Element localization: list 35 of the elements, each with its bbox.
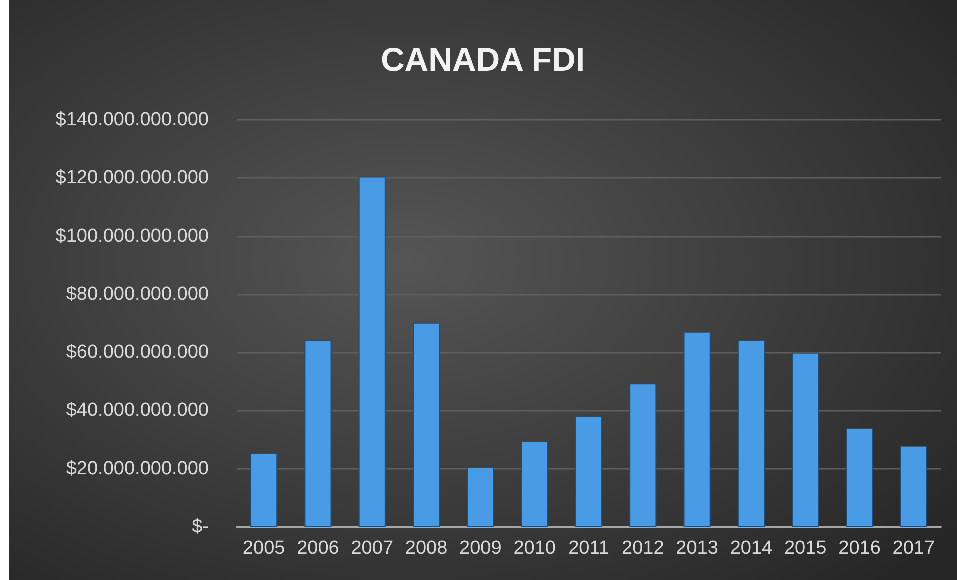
- x-tick-label: 2015: [784, 538, 827, 559]
- x-tick-label: 2011: [568, 538, 610, 559]
- x-tick-label: 2012: [622, 538, 664, 559]
- x-tick-label: 2007: [351, 538, 394, 559]
- x-tick-label: 2013: [676, 538, 718, 559]
- y-tick-label: $60.000.000.000: [66, 342, 209, 364]
- x-tick-label: 2006: [297, 538, 340, 559]
- bar: [846, 428, 874, 527]
- bar: [738, 340, 765, 527]
- bar: [521, 441, 548, 527]
- x-tick-label: 2010: [514, 538, 556, 559]
- bar: [304, 340, 332, 527]
- bar: [413, 322, 440, 527]
- chart-title: CANADA FDI: [380, 41, 586, 78]
- bar: [575, 416, 603, 527]
- x-tick-label: 2005: [242, 538, 286, 559]
- x-tick-label: 2014: [730, 538, 774, 559]
- y-tick-label: $100.000.000.000: [56, 226, 209, 247]
- bar: [250, 453, 278, 527]
- y-tick-label: $80.000.000.000: [66, 284, 209, 305]
- bar: [684, 332, 711, 527]
- y-tick-label: $20.000.000.000: [66, 458, 209, 480]
- bar: [792, 352, 820, 527]
- x-tick-label: 2008: [405, 538, 448, 559]
- bar: [467, 467, 494, 527]
- bar: [630, 384, 657, 527]
- x-tick-label: 2016: [838, 538, 881, 559]
- y-tick-label: $120.000.000.000: [56, 168, 209, 189]
- y-tick-label: $-: [192, 516, 209, 538]
- y-tick-label: $40.000.000.000: [66, 400, 209, 422]
- bar: [358, 176, 386, 527]
- y-tick-label: $140.000.000.000: [56, 110, 209, 130]
- x-tick-label: 2017: [892, 538, 936, 559]
- x-tick-label: 2009: [460, 538, 502, 559]
- bar: [900, 446, 928, 527]
